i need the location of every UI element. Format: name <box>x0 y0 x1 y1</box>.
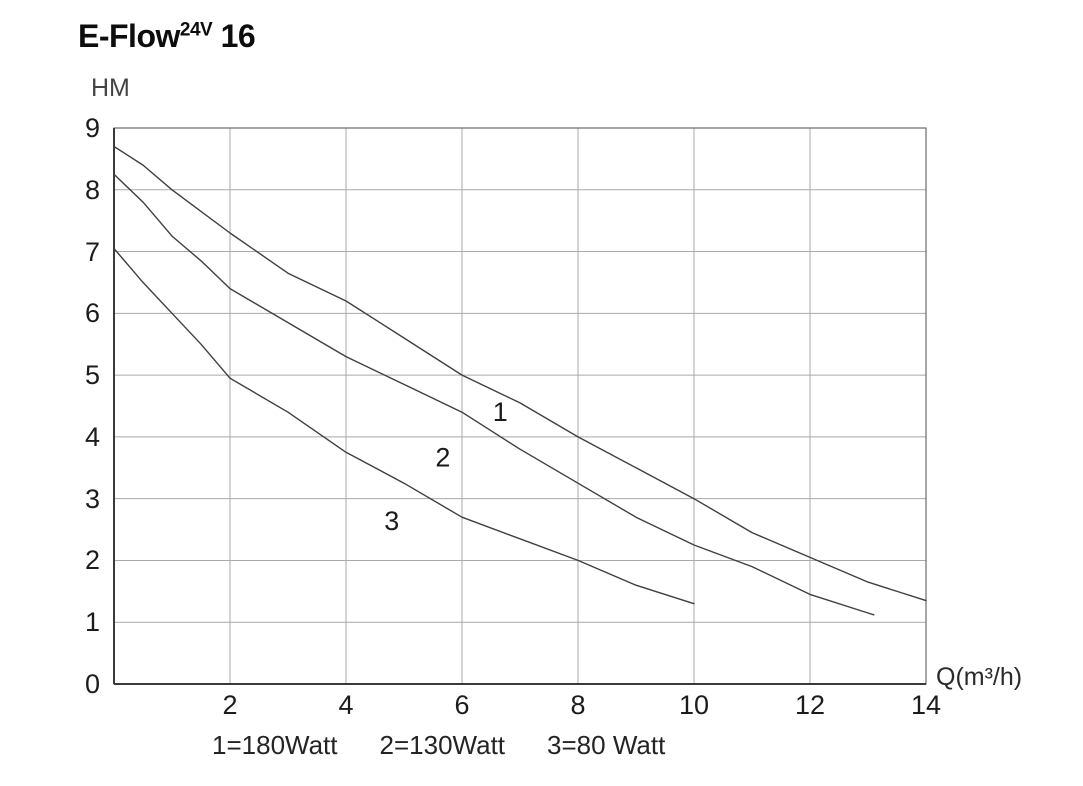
curve-label-2: 2 <box>435 442 450 472</box>
x-tick-label-14: 14 <box>910 690 942 720</box>
y-tick-label-9: 9 <box>84 113 100 143</box>
y-tick-label-7: 7 <box>84 236 100 267</box>
y-tick-label-1: 1 <box>84 607 100 638</box>
y-tick-label-4: 4 <box>84 421 100 452</box>
y-tick-label-3: 3 <box>84 483 100 514</box>
curve-3 <box>113 247 695 605</box>
y-axis-title: HM <box>91 74 130 102</box>
x-axis-title: Q(m³/h) <box>936 663 1023 691</box>
curve-1 <box>113 145 927 602</box>
x-tick-label-10: 10 <box>678 690 710 720</box>
y-tick-label-8: 8 <box>84 174 100 205</box>
chart-title-main: E-Flow <box>78 18 180 54</box>
y-tick-label-5: 5 <box>84 360 100 391</box>
curve-label-1: 1 <box>493 397 508 427</box>
curve-2 <box>113 173 875 616</box>
curve-label-3: 3 <box>384 506 399 536</box>
y-tick-label-6: 6 <box>84 298 100 329</box>
x-tick-label-12: 12 <box>794 690 826 720</box>
x-tick-label-8: 8 <box>570 690 586 720</box>
x-tick-label-6: 6 <box>454 690 470 720</box>
plot-area: 1 2 3 <box>113 127 927 685</box>
x-tick-label-4: 4 <box>338 690 354 720</box>
legend-item-3: 3=80 Watt <box>547 730 666 760</box>
chart-title-superscript: 24V <box>179 19 213 41</box>
plot-border <box>113 127 927 685</box>
legend-item-1: 1=180Watt <box>212 730 338 760</box>
y-tick-label-0: 0 <box>84 669 100 699</box>
y-tick-label-2: 2 <box>84 545 100 576</box>
chart-title-suffix: 16 <box>212 18 256 54</box>
legend-item-2: 2=130Watt <box>379 730 506 760</box>
x-tick-label-2: 2 <box>222 690 238 720</box>
chart-title: E-Flow24V 16 <box>78 18 256 55</box>
legend: 1=180Watt 2=130Watt 3=80 Watt <box>212 730 665 761</box>
